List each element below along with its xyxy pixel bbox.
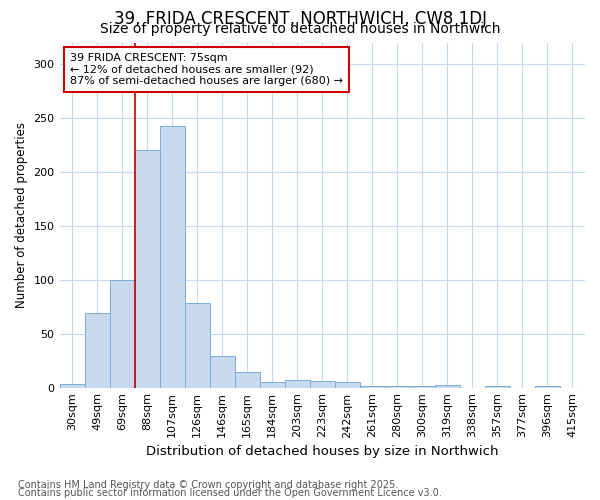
Text: 39 FRIDA CRESCENT: 75sqm
← 12% of detached houses are smaller (92)
87% of semi-d: 39 FRIDA CRESCENT: 75sqm ← 12% of detach… <box>70 53 343 86</box>
Bar <box>160 126 185 388</box>
Bar <box>285 380 310 388</box>
Text: Contains HM Land Registry data © Crown copyright and database right 2025.: Contains HM Land Registry data © Crown c… <box>18 480 398 490</box>
Bar <box>85 313 110 388</box>
Bar <box>235 372 260 388</box>
Bar <box>134 150 160 388</box>
Bar <box>485 386 510 388</box>
Bar <box>535 386 560 388</box>
Bar <box>410 386 435 388</box>
Bar <box>209 356 235 388</box>
Bar <box>185 304 209 388</box>
Bar <box>59 384 85 388</box>
X-axis label: Distribution of detached houses by size in Northwich: Distribution of detached houses by size … <box>146 444 499 458</box>
Y-axis label: Number of detached properties: Number of detached properties <box>15 122 28 308</box>
Bar <box>310 381 335 388</box>
Bar <box>385 386 410 388</box>
Bar <box>110 280 134 388</box>
Bar <box>360 386 385 388</box>
Bar <box>435 386 460 388</box>
Text: 39, FRIDA CRESCENT, NORTHWICH, CW8 1DJ: 39, FRIDA CRESCENT, NORTHWICH, CW8 1DJ <box>113 10 487 28</box>
Bar <box>335 382 360 388</box>
Bar <box>260 382 285 388</box>
Text: Size of property relative to detached houses in Northwich: Size of property relative to detached ho… <box>100 22 500 36</box>
Text: Contains public sector information licensed under the Open Government Licence v3: Contains public sector information licen… <box>18 488 442 498</box>
